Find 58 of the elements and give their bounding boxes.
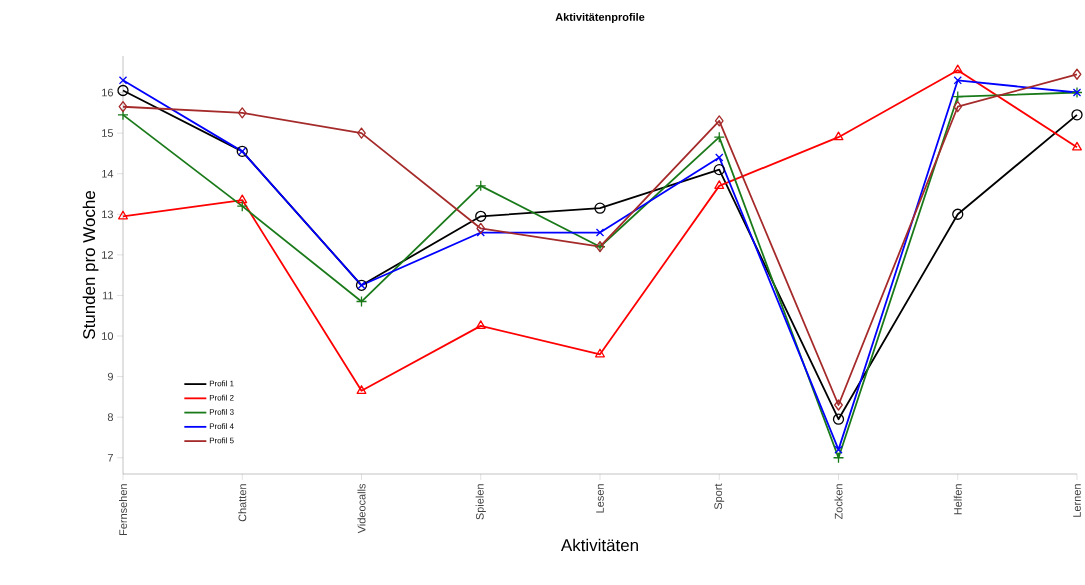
point [715, 153, 724, 162]
point [118, 101, 128, 113]
point [714, 180, 725, 190]
point [475, 320, 486, 330]
point [355, 295, 368, 308]
y-tick-label: 15 [102, 129, 114, 137]
y-tick-label: 12 [102, 251, 113, 259]
x-tick-label: Lesen [596, 484, 604, 513]
y-axis-title: Stunden pro Woche [82, 191, 99, 339]
point [834, 399, 843, 411]
y-tick-label: 14 [102, 169, 114, 178]
point [117, 109, 129, 121]
point [118, 210, 128, 220]
x-tick-label: Zocken [834, 484, 843, 520]
y-tick-label: 7 [107, 454, 113, 462]
point [1072, 141, 1082, 151]
point [713, 131, 725, 143]
x-tick-label: Videocalls [357, 483, 366, 534]
point [237, 194, 248, 204]
x-tick-label: Lernen [1073, 484, 1081, 517]
point [833, 131, 844, 141]
point [1072, 68, 1082, 80]
point [356, 385, 367, 394]
x-tick-label: Chatten [238, 484, 247, 522]
y-tick-label: 16 [102, 88, 113, 97]
x-tick-label: Helfen [953, 484, 962, 515]
y-tick-label: 9 [107, 372, 113, 381]
point [832, 413, 845, 425]
point [952, 64, 963, 74]
point [713, 163, 725, 176]
y-tick-label: 11 [102, 291, 113, 300]
point [953, 101, 963, 113]
point [357, 127, 366, 139]
point [952, 90, 964, 103]
point [953, 76, 962, 85]
chart-title: Aktivitätenprofile [555, 12, 645, 24]
point [475, 210, 487, 222]
point [237, 107, 247, 119]
point [236, 200, 248, 212]
point [595, 348, 605, 358]
x-tick-label: Spielen [475, 484, 486, 520]
x-axis-title: Aktivitäten [560, 538, 638, 552]
point [475, 180, 487, 192]
y-tick-label: 13 [102, 210, 113, 219]
point [834, 445, 843, 454]
point [118, 76, 128, 85]
x-tick-label: Sport [714, 483, 725, 510]
point [476, 222, 486, 235]
point [714, 115, 724, 127]
point [952, 208, 964, 220]
point [832, 452, 845, 464]
point [594, 202, 606, 214]
y-tick-label: 8 [107, 413, 113, 422]
point [1071, 109, 1083, 121]
point [595, 228, 605, 237]
y-tick-label: 10 [102, 332, 114, 340]
x-tick-label: Fernsehen [118, 484, 128, 535]
point [117, 84, 129, 97]
